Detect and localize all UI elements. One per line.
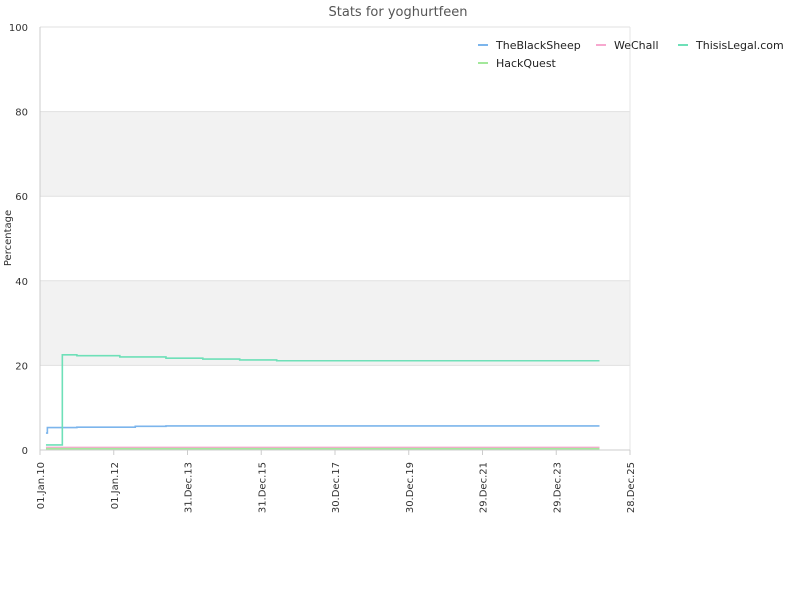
plot-background [40, 111, 630, 366]
x-tick-label: 29.Dec.23 [552, 462, 563, 513]
legend-label: WeChall [614, 39, 659, 52]
x-tick-label: 31.Dec.15 [257, 462, 268, 513]
plot-band [40, 111, 630, 197]
legend: TheBlackSheep WeChall ThisisLegal.com HackQ… [478, 39, 784, 70]
y-tick-label: 100 [9, 23, 28, 34]
legend-label: ThisisLegal.com [695, 39, 784, 52]
x-tick-label: 30.Dec.17 [331, 462, 342, 513]
y-tick-label: 0 [22, 446, 28, 457]
x-tick-label: 01.Jan.10 [36, 462, 47, 509]
x-tick-label: 29.Dec.21 [479, 462, 490, 513]
y-axis-label: Percentage [3, 210, 14, 266]
plot-band [40, 280, 630, 366]
y-tick-label: 80 [15, 108, 28, 119]
series-lines [45, 354, 600, 450]
legend-label: TheBlackSheep [495, 39, 581, 52]
y-tick-labels: 0 20 40 60 80 100 [9, 23, 28, 457]
x-tick-label: 01.Jan.12 [110, 462, 121, 509]
legend-label: HackQuest [496, 57, 557, 70]
series-line [45, 425, 600, 434]
y-tick-label: 60 [15, 192, 28, 203]
y-tick-label: 20 [15, 361, 28, 372]
x-tick-label: 31.Dec.13 [184, 462, 195, 513]
x-tick-labels: 01.Jan.10 01.Jan.12 31.Dec.13 31.Dec.15 30.D… [36, 462, 637, 513]
axes [39, 27, 631, 455]
y-tick-label: 40 [15, 277, 28, 288]
series-line [45, 354, 600, 446]
x-tick-label: 30.Dec.19 [405, 462, 416, 513]
x-tick-label: 28.Dec.25 [626, 462, 637, 513]
chart-title: Stats for yoghurtfeen [329, 5, 468, 20]
gridlines [40, 26, 630, 451]
